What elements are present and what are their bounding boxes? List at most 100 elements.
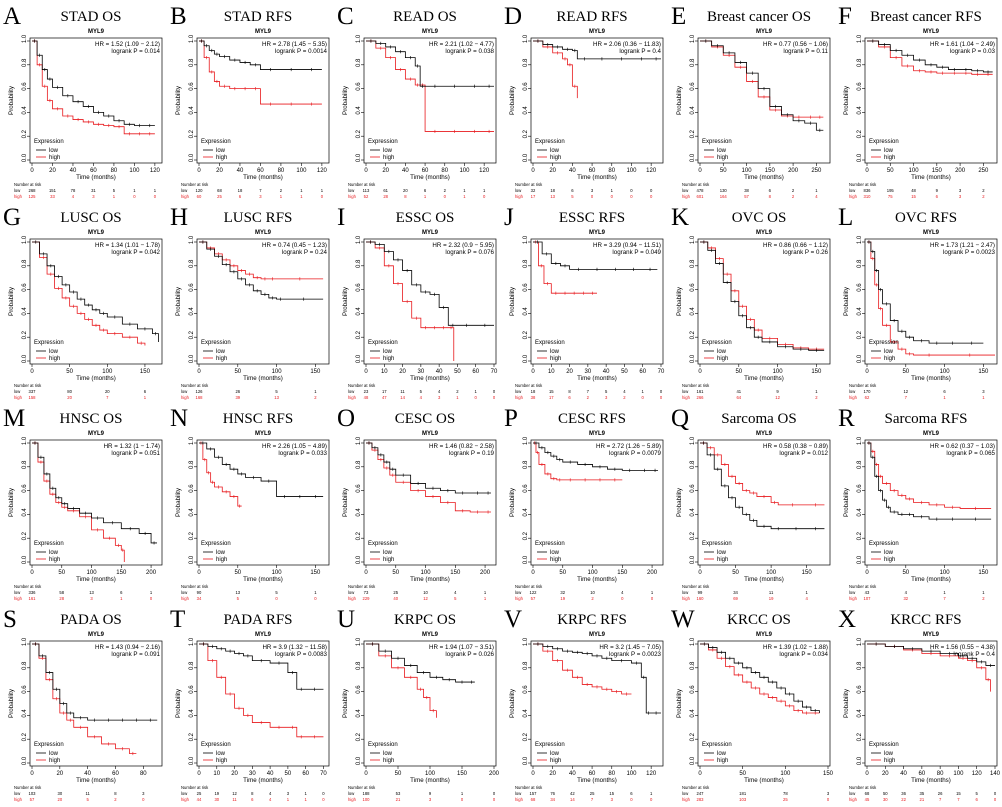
hazard-ratio: HR = 1.46 (0.82 − 2.58)	[429, 443, 494, 450]
risk-value-low: 25	[590, 791, 595, 796]
x-tick-label: 50	[902, 369, 909, 375]
risk-value-low: 5	[420, 389, 423, 394]
risk-value-low: 3	[287, 791, 290, 796]
gene-label: MYL9	[923, 431, 940, 437]
x-tick-label: 150	[310, 570, 321, 576]
risk-row-label-low: low	[348, 791, 355, 796]
legend-label-high: high	[884, 155, 895, 161]
gene-label: MYL9	[589, 29, 606, 35]
x-tick-label: 0	[197, 570, 201, 576]
y-tick-label: 0.2	[356, 330, 362, 339]
logrank-p: logrank P = 0.4	[953, 651, 995, 658]
risk-value-high: 5	[237, 596, 240, 601]
km-panel-f: F Breast cancer RFS MYL9 0.0 0.2 0.4 0.6 0.8 1.0…	[835, 0, 1002, 201]
legend-label-high: high	[717, 356, 728, 362]
y-tick-label: 0.8	[356, 58, 362, 67]
panel-title: Breast cancer RFS	[870, 9, 982, 25]
curve-low	[533, 643, 661, 714]
legend-label-low: low	[884, 550, 894, 556]
legend-title: Expression	[869, 340, 899, 346]
risk-row-label-high: high	[515, 395, 524, 400]
panel-letter: S	[3, 606, 17, 633]
logrank-p: logrank P = 0.091	[111, 651, 160, 658]
km-panel-r: R Sarcoma RFS MYL9 0.0 0.2 0.4 0.6 0.8 1.0 Probab…	[835, 402, 1002, 603]
risk-value-high: 1	[300, 194, 303, 199]
risk-title: Number at risk	[348, 584, 376, 589]
risk-value-low: 31	[91, 188, 96, 193]
y-tick-label: 0.4	[690, 709, 696, 718]
risk-value-high: 0	[483, 194, 486, 199]
risk-row-label-high: high	[181, 797, 190, 802]
risk-value-high: 1	[943, 395, 946, 400]
km-panel-q: Q Sarcoma OS MYL9 0.0 0.2 0.4 0.6 0.8 1.0 Probabi…	[668, 402, 835, 603]
y-tick-label: 0.0	[690, 153, 696, 162]
panel-letter: O	[337, 405, 355, 432]
legend-label-high: high	[383, 356, 394, 362]
risk-value-low: 36	[901, 791, 906, 796]
y-tick-label: 1.0	[22, 436, 28, 445]
y-tick-label: 0.4	[523, 106, 529, 115]
legend-label-high: high	[717, 155, 728, 161]
panel-title: OVC RFS	[895, 210, 957, 226]
risk-value-high: 30	[214, 797, 219, 802]
risk-value-low: 113	[363, 188, 370, 193]
legend-label-high: high	[49, 758, 60, 764]
x-tick-label: 0	[30, 570, 34, 576]
x-tick-label: 60	[302, 771, 309, 777]
x-tick-label: 70	[320, 771, 327, 777]
risk-value-high: 164	[720, 194, 728, 199]
legend-label-low: low	[49, 148, 59, 154]
y-tick-label: 0.4	[690, 307, 696, 316]
risk-row-label-low: low	[181, 389, 188, 394]
panel-letter: A	[3, 3, 21, 30]
risk-value-low: 836	[864, 188, 872, 193]
km-panel-m: M HNSC OS MYL9 0.0 0.2 0.4 0.6 0.8 1.0 Probabilit…	[0, 402, 167, 603]
risk-value-high: 6	[251, 797, 254, 802]
risk-value-high: 28	[383, 194, 388, 199]
risk-value-low: 103	[29, 791, 37, 796]
km-chart-p: P CESC RFS MYL9 0.0 0.2 0.4 0.6 0.8 1.0 Probabili…	[504, 405, 664, 601]
risk-value-low: 11	[85, 791, 90, 796]
km-panel-v: V KRPC RFS MYL9 0.0 0.2 0.4 0.6 0.8 1.0 Probabili…	[501, 603, 668, 804]
x-tick-label: 60	[589, 168, 596, 174]
legend-label-high: high	[550, 758, 561, 764]
risk-value-high: 1	[120, 596, 123, 601]
risk-value-high: 3	[959, 194, 962, 199]
legend-label-high: high	[717, 758, 728, 764]
risk-value-high: 0	[154, 194, 157, 199]
y-tick-label: 0.6	[22, 82, 28, 91]
risk-value-high: 3	[605, 395, 608, 400]
panel-title: CESC RFS	[558, 411, 626, 427]
legend-label-low: low	[884, 148, 894, 154]
risk-value-high: 7	[591, 797, 594, 802]
y-tick-label: 0.0	[22, 756, 28, 765]
y-tick-label: 1.0	[857, 436, 863, 445]
legend-label-low: low	[717, 349, 727, 355]
risk-row-label-low: low	[181, 590, 188, 595]
risk-value-low: 4	[623, 389, 626, 394]
x-tick-label: 100	[626, 168, 637, 174]
km-panel-i: I ESSC OS MYL9 0.0 0.2 0.4 0.6 0.8 1.0 Probabilit…	[334, 201, 501, 402]
x-tick-label: 150	[802, 570, 813, 576]
curve-low	[199, 40, 322, 70]
y-tick-label: 0.2	[189, 732, 195, 741]
risk-value-high: 48	[364, 395, 369, 400]
y-tick-label: 0.8	[690, 58, 696, 67]
x-tick-label: 200	[955, 168, 966, 174]
risk-value-high: 20	[57, 797, 62, 802]
x-tick-label: 20	[566, 369, 573, 375]
risk-value-high: 0	[321, 194, 324, 199]
x-tick-label: 0	[698, 168, 702, 174]
panel-letter: P	[504, 405, 518, 432]
y-axis-label: Probability	[8, 286, 15, 316]
y-tick-label: 0.6	[523, 484, 529, 493]
y-tick-label: 0.2	[857, 531, 863, 540]
risk-value-low: 4	[438, 389, 441, 394]
plot-frame	[196, 439, 330, 566]
km-chart-a: A STAD OS MYL9 0.0 0.2 0.4 0.6 0.8 1.0 Probabilit…	[3, 3, 163, 199]
risk-value-low: 5	[976, 791, 979, 796]
risk-value-high: 2	[982, 596, 985, 601]
x-axis-label: Time (months)	[243, 576, 283, 583]
y-tick-label: 1.0	[22, 235, 28, 244]
